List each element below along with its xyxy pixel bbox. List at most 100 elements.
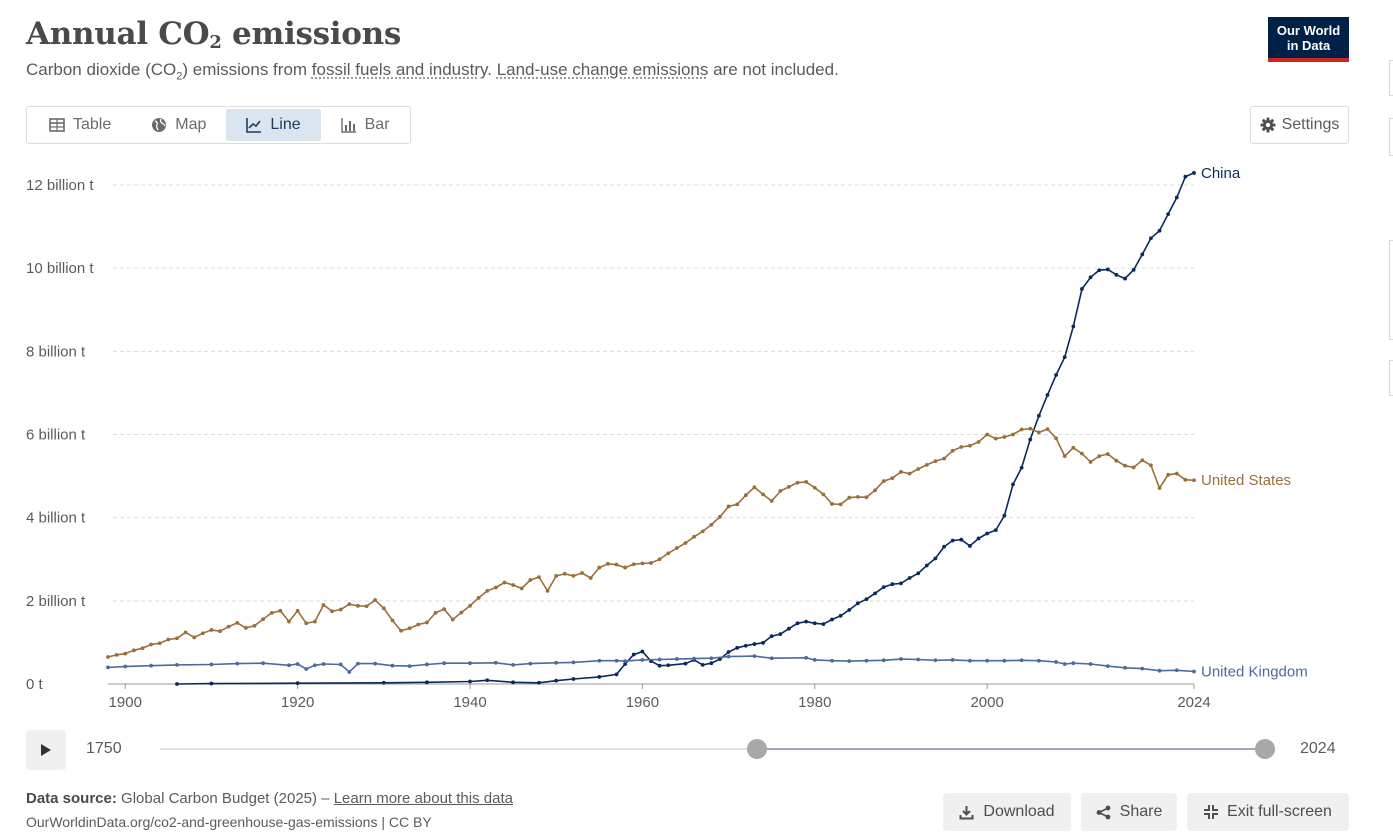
- data-point: [890, 476, 895, 481]
- timeline-end-handle[interactable]: [1255, 739, 1275, 759]
- tab-map[interactable]: Map: [131, 109, 226, 141]
- data-point: [381, 606, 386, 611]
- data-point: [950, 657, 955, 662]
- download-button[interactable]: Download: [943, 793, 1071, 831]
- data-point: [373, 661, 378, 666]
- tab-bar[interactable]: Bar: [321, 109, 410, 141]
- series-label: United Kingdom: [1201, 664, 1308, 681]
- data-point: [175, 662, 179, 667]
- data-point: [821, 492, 826, 497]
- data-point: [933, 658, 938, 663]
- data-point: [287, 619, 291, 624]
- data-point: [261, 661, 266, 666]
- data-point: [312, 663, 317, 668]
- data-point: [709, 656, 714, 661]
- data-point: [631, 562, 636, 567]
- data-point: [985, 531, 990, 536]
- data-point: [373, 598, 378, 602]
- data-point: [899, 657, 903, 661]
- data-point: [795, 480, 800, 485]
- data-point: [493, 585, 498, 590]
- data-point: [407, 626, 412, 631]
- data-point: [269, 610, 274, 615]
- timeline-track[interactable]: [160, 748, 1265, 750]
- owid-logo[interactable]: Our World in Data: [1268, 17, 1349, 62]
- data-point: [1088, 275, 1093, 280]
- data-point: [821, 622, 826, 627]
- data-point: [674, 657, 679, 661]
- data-point: [993, 436, 998, 441]
- y-tick-label: 4 billion t: [26, 510, 86, 527]
- data-point: [554, 573, 559, 578]
- data-point: [1123, 276, 1127, 281]
- tab-line[interactable]: Line: [226, 109, 321, 141]
- data-point: [312, 619, 317, 624]
- data-point: [493, 660, 498, 665]
- data-point: [847, 495, 852, 500]
- data-point: [597, 675, 602, 679]
- fossil-fuels-link[interactable]: fossil fuels and industry: [311, 60, 488, 79]
- data-point: [295, 662, 300, 666]
- data-point: [916, 571, 921, 576]
- data-point: [1149, 236, 1153, 241]
- tab-table[interactable]: Table: [29, 109, 131, 141]
- data-point: [468, 603, 472, 608]
- data-point: [683, 541, 688, 545]
- settings-button[interactable]: Settings: [1250, 106, 1349, 144]
- data-point: [743, 643, 748, 648]
- data-point: [1036, 658, 1041, 663]
- data-point: [347, 602, 352, 607]
- exit-fullscreen-button[interactable]: Exit full-screen: [1187, 793, 1349, 831]
- data-point: [252, 623, 257, 628]
- data-point: [511, 583, 515, 587]
- data-point: [528, 661, 533, 666]
- line-chart[interactable]: 0 t 2 billion t 4 billion t 6 billion t 8 bi…: [0, 150, 1393, 720]
- data-point: [235, 661, 240, 666]
- side-panel-edge: [1389, 0, 1393, 840]
- data-point: [1071, 661, 1076, 666]
- download-icon: [959, 805, 974, 819]
- data-point: [640, 657, 645, 662]
- data-point: [804, 480, 809, 484]
- data-point: [623, 659, 628, 664]
- data-point: [468, 679, 472, 684]
- data-point: [157, 641, 162, 646]
- land-use-link[interactable]: Land-use change emissions: [496, 60, 709, 79]
- data-point: [692, 534, 696, 539]
- data-point: [968, 658, 972, 663]
- data-point: [562, 571, 567, 576]
- timeline-start-handle[interactable]: [746, 739, 767, 759]
- data-point: [244, 625, 248, 630]
- data-point: [1174, 668, 1179, 673]
- data-point: [356, 661, 360, 666]
- data-point: [1054, 436, 1058, 441]
- learn-more-link[interactable]: Learn more about this data: [333, 790, 513, 807]
- data-point: [106, 665, 110, 670]
- data-point: [1192, 478, 1196, 483]
- data-point: [709, 661, 714, 666]
- data-point: [1080, 451, 1084, 456]
- data-point: [209, 681, 214, 686]
- data-point: [761, 492, 765, 497]
- data-point: [502, 580, 507, 585]
- data-point: [175, 682, 179, 686]
- data-point: [778, 632, 783, 636]
- data-point: [1140, 666, 1145, 671]
- data-point: [614, 562, 619, 567]
- series-label: China: [1201, 165, 1241, 182]
- data-point: [735, 502, 740, 507]
- data-point: [916, 467, 921, 471]
- data-point: [769, 656, 774, 661]
- data-point: [175, 636, 179, 641]
- play-button[interactable]: [26, 730, 66, 770]
- data-point: [1071, 445, 1076, 450]
- data-point: [114, 652, 119, 657]
- data-point: [640, 649, 645, 654]
- share-button[interactable]: Share: [1081, 793, 1177, 831]
- data-point: [864, 495, 869, 500]
- data-point: [726, 650, 731, 654]
- data-point: [1149, 463, 1153, 468]
- data-point: [597, 658, 602, 663]
- data-point: [1192, 171, 1196, 175]
- data-point: [606, 561, 610, 566]
